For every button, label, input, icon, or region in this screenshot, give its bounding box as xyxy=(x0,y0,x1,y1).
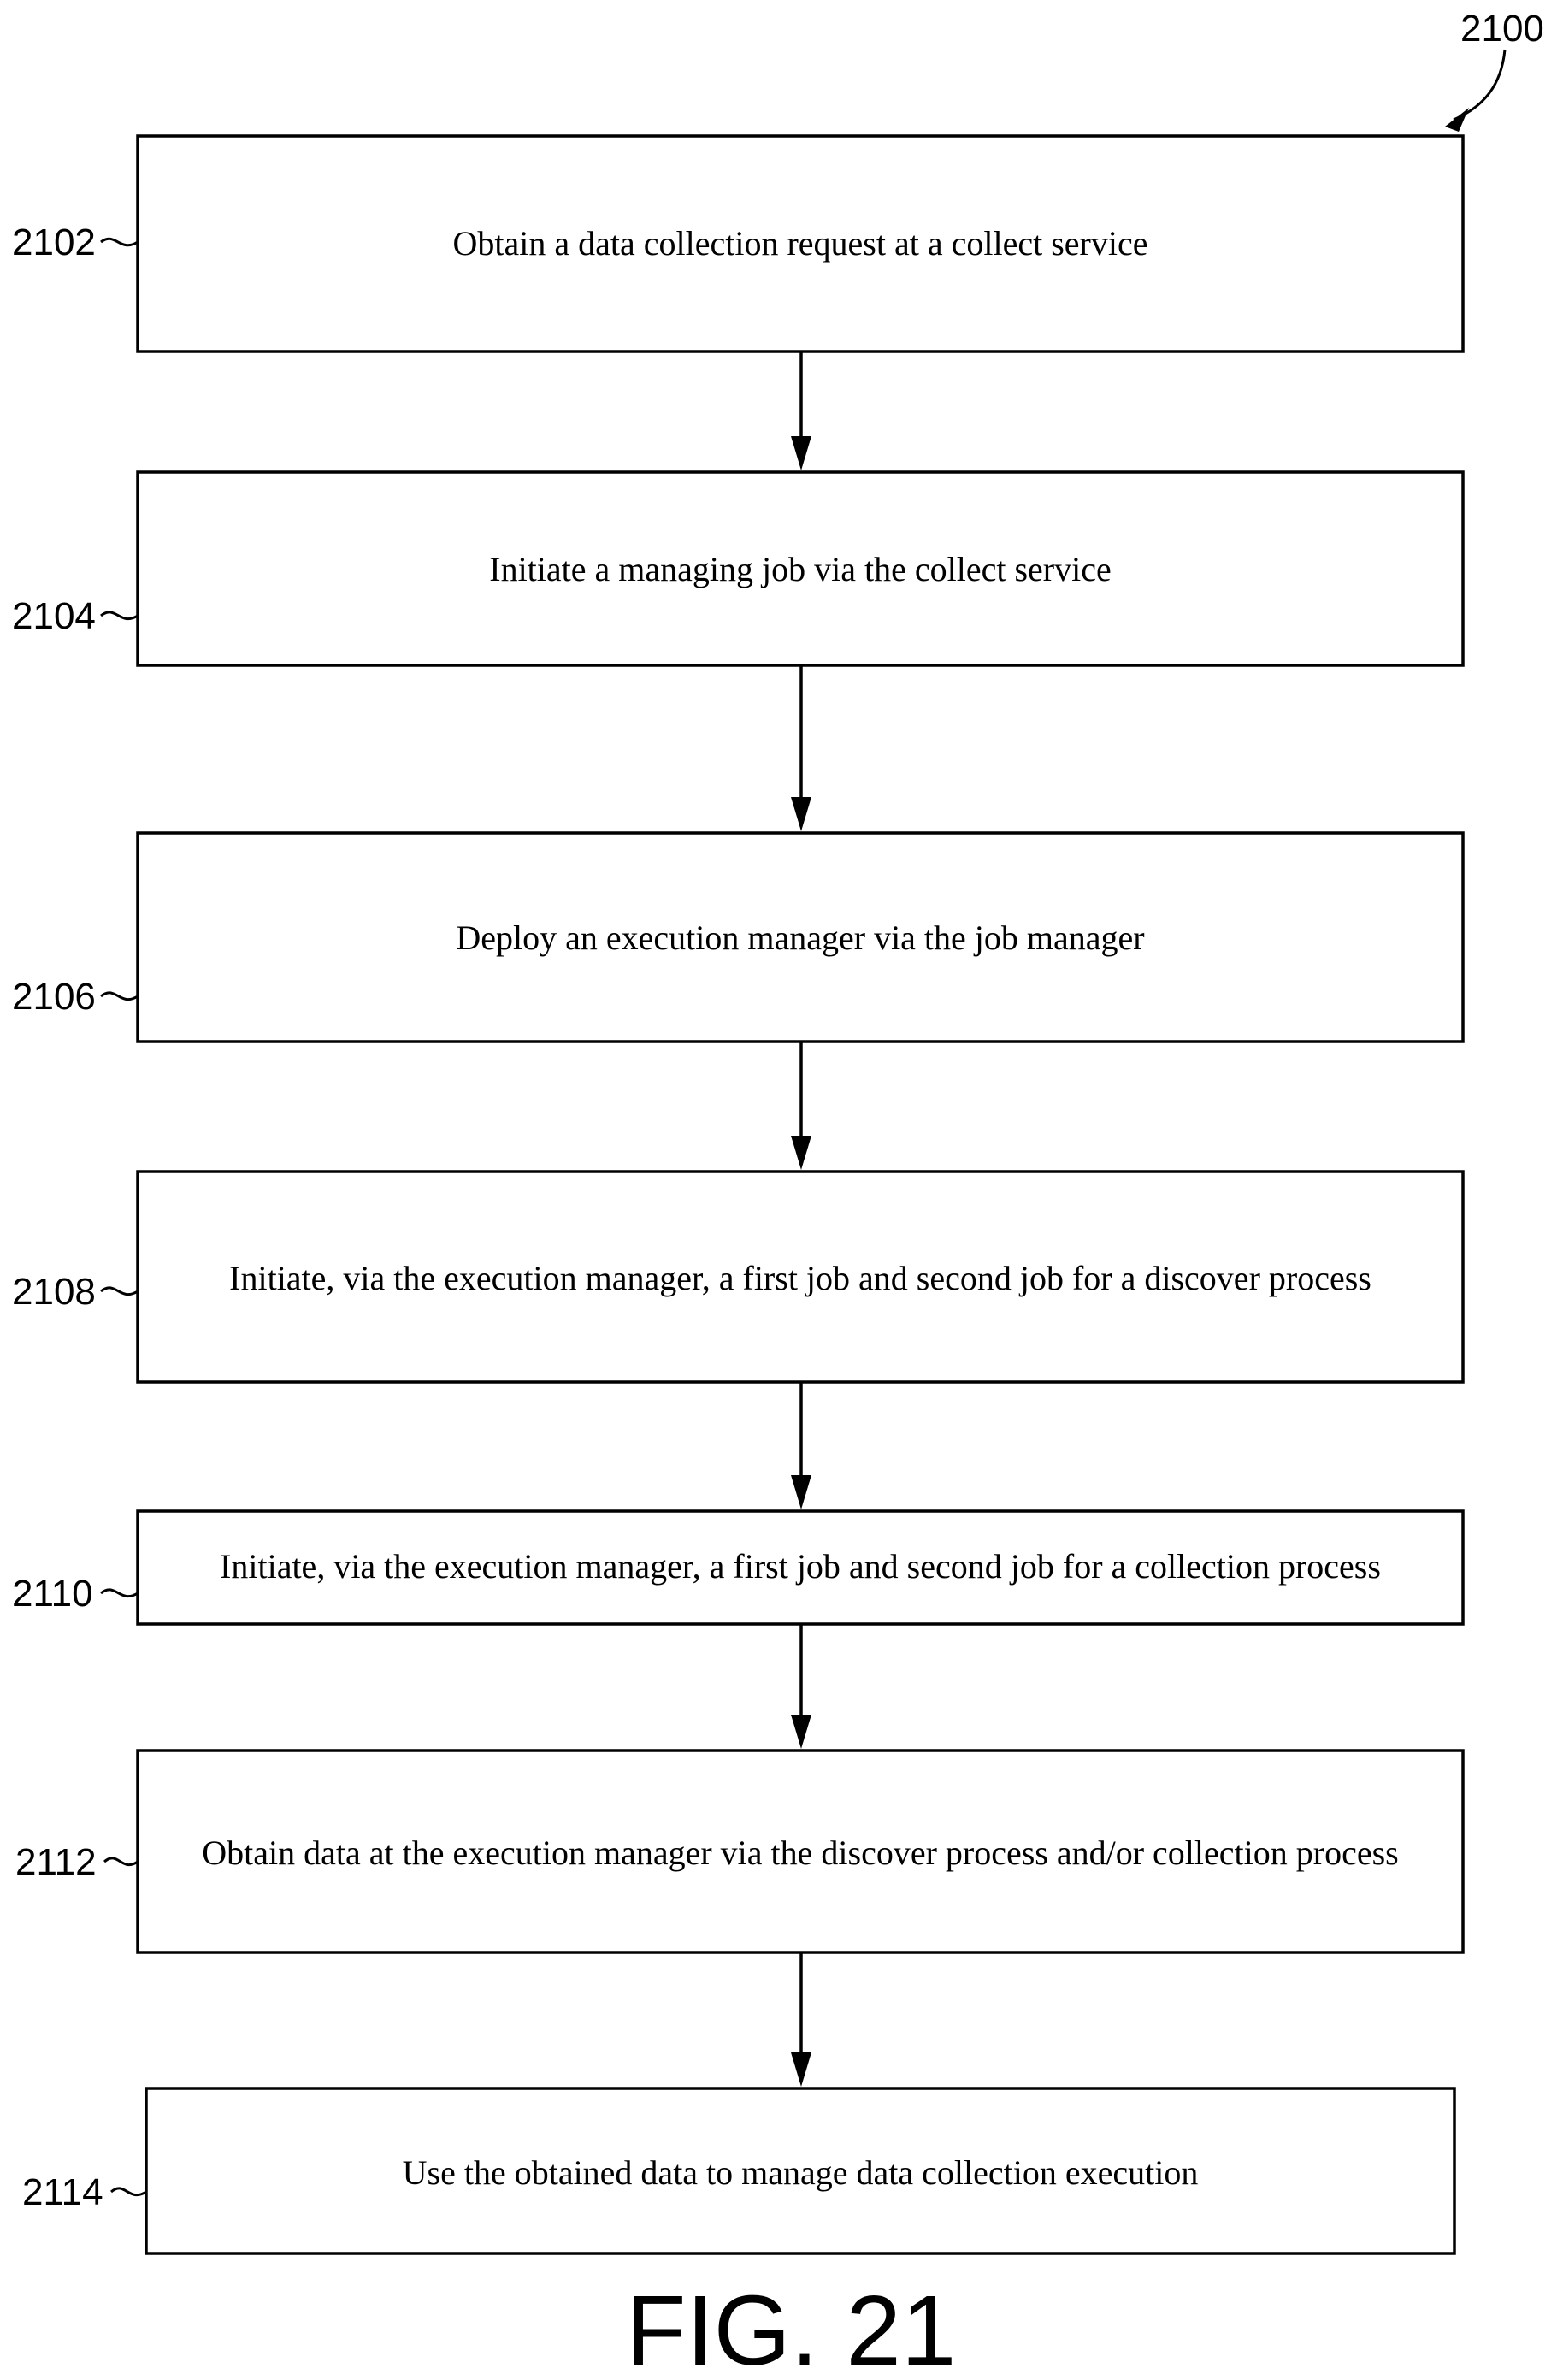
step-ref-leader xyxy=(101,993,138,1000)
step-2106: Deploy an execution manager via the job … xyxy=(12,833,1463,1042)
step-2108: Initiate, via the execution manager, a f… xyxy=(12,1172,1463,1382)
step-2104: Initiate a managing job via the collect … xyxy=(12,472,1463,665)
step-2112: Obtain data at the execution manager via… xyxy=(15,1751,1463,1952)
step-ref-leader xyxy=(111,2188,146,2195)
flow-arrowhead xyxy=(791,1715,811,1749)
step-2102: Obtain a data collection request at a co… xyxy=(12,136,1463,351)
flow-arrowhead xyxy=(791,797,811,831)
step-text: Deploy an execution manager via the job … xyxy=(456,918,1144,957)
figure-ref-arrow xyxy=(1454,50,1505,120)
step-text: Obtain data at the execution manager via… xyxy=(202,1834,1398,1872)
step-text: Initiate, via the execution manager, a f… xyxy=(229,1259,1371,1297)
figure-caption: FIG. 21 xyxy=(626,2275,957,2380)
step-text: Use the obtained data to manage data col… xyxy=(403,2153,1199,2192)
step-ref-leader xyxy=(101,1288,138,1295)
step-ref-label: 2106 xyxy=(12,976,96,1018)
step-ref-label: 2108 xyxy=(12,1271,96,1313)
step-text: Initiate a managing job via the collect … xyxy=(489,550,1111,588)
figure-ref-number: 2100 xyxy=(1460,8,1544,50)
step-ref-label: 2102 xyxy=(12,221,96,263)
step-ref-leader xyxy=(101,239,138,245)
flow-arrowhead xyxy=(791,1136,811,1170)
flow-arrowhead xyxy=(791,2052,811,2087)
step-text: Obtain a data collection request at a co… xyxy=(453,224,1148,263)
step-ref-label: 2104 xyxy=(12,595,96,637)
flow-arrowhead xyxy=(791,1475,811,1509)
step-ref-leader xyxy=(104,1858,138,1865)
step-text: Initiate, via the execution manager, a f… xyxy=(220,1547,1381,1586)
figure-ref-arrowhead xyxy=(1445,108,1469,132)
step-ref-label: 2110 xyxy=(12,1573,93,1615)
step-ref-leader xyxy=(101,612,138,619)
step-ref-leader xyxy=(101,1590,138,1597)
step-ref-label: 2112 xyxy=(15,1841,97,1883)
flow-arrowhead xyxy=(791,436,811,470)
step-2110: Initiate, via the execution manager, a f… xyxy=(12,1511,1463,1624)
step-2114: Use the obtained data to manage data col… xyxy=(22,2088,1454,2253)
step-ref-label: 2114 xyxy=(22,2171,103,2213)
